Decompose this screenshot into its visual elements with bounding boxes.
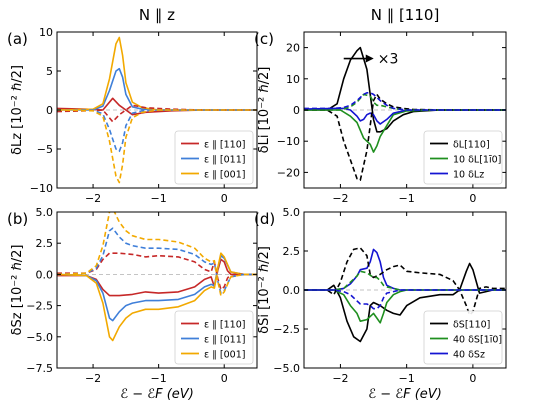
series-line-4-dashed bbox=[57, 227, 257, 294]
y-tick-label: 0.0 bbox=[36, 268, 54, 281]
x-tick-label: 0 bbox=[469, 372, 476, 385]
legend-label: 10 δL[1ī0] bbox=[453, 155, 501, 166]
legend-label: δS[110] bbox=[453, 320, 490, 331]
legend-label: ε ∥ [001] bbox=[204, 350, 245, 361]
series-line-5-dashed bbox=[57, 212, 257, 297]
legend-label: ε ∥ [110] bbox=[204, 140, 245, 151]
y-axis-label: δSz [10⁻² ℏ/2] bbox=[10, 245, 25, 336]
legend-label: 10 δLz bbox=[453, 170, 484, 181]
scale-annotation: ×3 bbox=[378, 52, 399, 68]
series-line-5-dashed bbox=[304, 92, 506, 111]
y-tick-label: 5.0 bbox=[36, 206, 54, 219]
legend-label: ε ∥ [011] bbox=[204, 155, 245, 166]
legend: δS[110] 40 δS[1ī0] 40 δSz bbox=[423, 310, 503, 365]
series-line-0-solid bbox=[304, 262, 506, 343]
y-tick-label: 10 bbox=[286, 73, 300, 86]
panel-label-d: (d) bbox=[254, 210, 275, 228]
x-tick-label: −2 bbox=[85, 372, 101, 385]
y-tick-label: −7.5 bbox=[26, 362, 53, 375]
y-tick-label: 5.0 bbox=[283, 206, 301, 219]
y-tick-label: −5.0 bbox=[26, 331, 53, 344]
legend-label: 40 δSz bbox=[453, 350, 485, 361]
x-tick-label: −1 bbox=[399, 192, 415, 205]
x-tick-label: 0 bbox=[469, 192, 476, 205]
y-tick-label: −10 bbox=[277, 135, 300, 148]
y-tick-label: 0.0 bbox=[283, 284, 301, 297]
y-tick-label: −10 bbox=[30, 182, 53, 195]
column-title-right: N ∥ [110] bbox=[371, 6, 440, 24]
legend-label: 40 δS[1ī0] bbox=[453, 335, 502, 346]
series-line-4-dashed bbox=[304, 93, 506, 111]
x-tick-label: −2 bbox=[332, 372, 348, 385]
series-line-1-solid bbox=[57, 254, 257, 322]
legend: ε ∥ [110] ε ∥ [011] ε ∥ [001] bbox=[174, 310, 254, 365]
y-axis-label: δLi [10⁻² ℏ/2] bbox=[257, 67, 272, 154]
series-line-2-solid bbox=[57, 252, 257, 342]
column-title-left: N ∥ z bbox=[139, 6, 175, 24]
x-tick-label: −1 bbox=[151, 192, 167, 205]
legend: ε ∥ [110] ε ∥ [011] ε ∥ [001] bbox=[174, 130, 254, 185]
legend-label: δL[110] bbox=[453, 140, 490, 151]
y-tick-label: 10 bbox=[39, 26, 53, 39]
series-line-1-solid bbox=[304, 289, 506, 324]
series-line-4-dashed bbox=[304, 270, 506, 291]
x-tick-label: 0 bbox=[221, 372, 228, 385]
y-tick-label: 20 bbox=[286, 42, 300, 55]
series-line-1-solid bbox=[304, 109, 506, 153]
legend-label: ε ∥ [001] bbox=[204, 170, 245, 181]
panel-b: −2 −1 0 −7.5 −5.0 −2.5 0.0 2.5 5.0 δSz [10⁻² ℏ/2]… bbox=[7, 206, 258, 385]
y-tick-label: −20 bbox=[277, 166, 300, 179]
panel-label-a: (a) bbox=[7, 30, 28, 48]
legend: δL[110] 10 δL[1ī0] 10 δLz bbox=[423, 130, 503, 185]
x-tick-label: −2 bbox=[332, 192, 348, 205]
y-tick-label: 0 bbox=[293, 104, 300, 117]
series-line-0-solid bbox=[57, 258, 257, 297]
x-axis-label-right: ℰ − ℰF (eV) bbox=[368, 387, 442, 402]
panel-label-b: (b) bbox=[7, 210, 28, 228]
series-line-5-dashed bbox=[304, 289, 506, 310]
series-line-3-dashed bbox=[304, 93, 506, 181]
x-tick-label: −1 bbox=[399, 372, 415, 385]
y-tick-label: 5 bbox=[46, 65, 53, 78]
series-line-2-solid bbox=[57, 36, 257, 111]
x-tick-label: 0 bbox=[221, 192, 228, 205]
series-line-3-dashed bbox=[57, 252, 257, 291]
y-tick-label: −2.5 bbox=[26, 300, 53, 313]
series-line-3-dashed bbox=[57, 104, 257, 123]
panel-d: −2 −1 0 −5.0 −2.5 0.0 2.5 5.0 δSi [10⁻² ℏ/2] (d) δ… bbox=[254, 206, 507, 385]
plot-frame bbox=[56, 211, 258, 369]
y-tick-label: 2.5 bbox=[36, 237, 54, 250]
series-line-0-solid bbox=[304, 46, 506, 133]
series-line-0-solid bbox=[57, 97, 257, 116]
y-axis-label: δSi [10⁻² ℏ/2] bbox=[257, 246, 272, 334]
y-tick-label: −5 bbox=[37, 143, 53, 156]
series-line-2-solid bbox=[304, 248, 506, 291]
series-line-1-solid bbox=[57, 67, 257, 111]
x-tick-label: −1 bbox=[151, 372, 167, 385]
y-tick-label: −2.5 bbox=[273, 323, 300, 336]
legend-label: ε ∥ [110] bbox=[204, 320, 245, 331]
panel-label-c: (c) bbox=[254, 30, 274, 48]
y-tick-label: 0 bbox=[46, 104, 53, 117]
x-axis-label-left: ℰ − ℰF (eV) bbox=[120, 387, 194, 402]
y-tick-label: 2.5 bbox=[283, 245, 301, 258]
y-tick-label: −5.0 bbox=[273, 362, 300, 375]
series-line-2-solid bbox=[304, 107, 506, 125]
x-tick-label: −2 bbox=[85, 192, 101, 205]
y-axis-label: δLz [10⁻² ℏ/2] bbox=[10, 65, 25, 155]
legend-label: ε ∥ [011] bbox=[204, 335, 245, 346]
series-line-5-dashed bbox=[57, 109, 257, 184]
